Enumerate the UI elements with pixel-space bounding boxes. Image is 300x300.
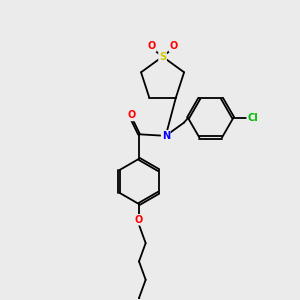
Text: O: O — [147, 41, 156, 51]
Text: N: N — [162, 131, 170, 141]
Text: O: O — [128, 110, 136, 120]
Text: S: S — [159, 52, 166, 61]
Text: Cl: Cl — [248, 113, 258, 123]
Text: O: O — [169, 41, 178, 51]
Text: O: O — [135, 215, 143, 225]
